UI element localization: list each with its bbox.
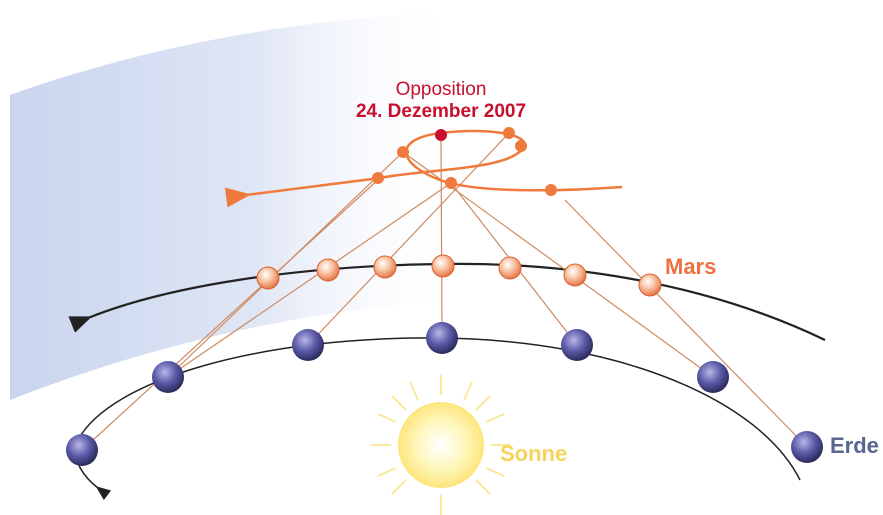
opposition-label: Opposition [396, 79, 487, 100]
opposition-date: 24. Dezember 2007 [356, 101, 526, 122]
sky-band [10, 12, 460, 400]
sun [371, 375, 511, 515]
diagram: Opposition 24. Dezember 2007 Mars Sonne … [0, 0, 883, 515]
earth-label: Erde [830, 433, 879, 458]
mars-label: Mars [665, 254, 716, 279]
sun-label: Sonne [500, 441, 567, 466]
